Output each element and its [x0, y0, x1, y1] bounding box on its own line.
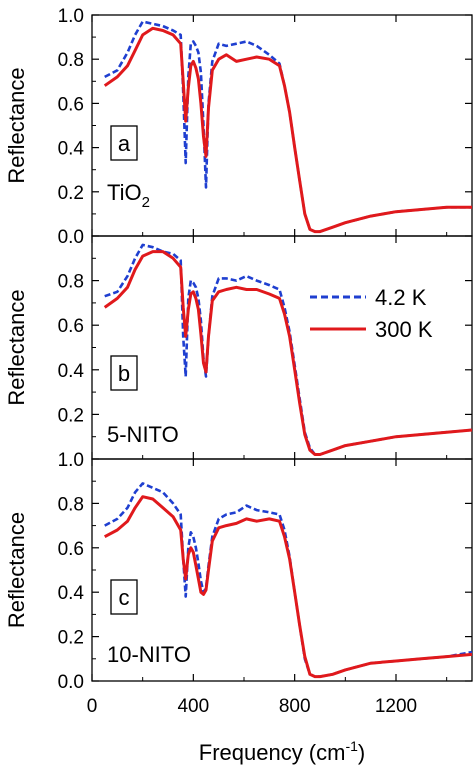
y-tick-label: 0.0 — [58, 227, 84, 248]
y-tick-label: 0.6 — [58, 539, 84, 560]
y-tick-label: 0.6 — [58, 316, 84, 337]
y-tick-label: 0.8 — [58, 50, 84, 71]
legend-label-300k: 300 K — [375, 317, 433, 342]
legend-label-4k: 4.2 K — [375, 285, 427, 310]
series-300k-line — [103, 250, 473, 456]
sample-label: 10-NITO — [107, 642, 191, 667]
panel-b: 0.2 0.4 0.6 0.8 Reflectance b 5-NITO — [4, 235, 473, 460]
y-tick-label: 0.2 — [58, 628, 84, 649]
y-tick-label: 0.4 — [58, 583, 85, 604]
y-axis-title: Reflectance — [4, 289, 29, 405]
legend: 4.2 K 300 K — [310, 285, 433, 342]
panel-letter-box — [110, 355, 138, 391]
y-tick-label: 0.2 — [58, 183, 84, 204]
x-tick-label: 400 — [177, 696, 209, 717]
y-tick-label: 0.8 — [58, 494, 84, 515]
panel-a: 0.0 0.2 0.4 0.6 0.8 1.0 Reflectance a TiO2 — [4, 6, 473, 248]
x-tick-labels: 0 400 800 1200 — [87, 696, 417, 717]
panel-letter: c — [119, 585, 130, 610]
y-axis-title: Reflectance — [4, 67, 29, 183]
y-tick-label: 0.8 — [58, 272, 84, 293]
y-tick-label: 1.0 — [58, 450, 84, 471]
x-axis-title-superscript: -1 — [345, 738, 358, 754]
panel-letter: b — [118, 361, 130, 386]
panel-c: 0.0 0.2 0.4 0.6 0.8 1.0 Reflectance c 10-NITO — [4, 450, 473, 693]
sample-label: 5-NITO — [107, 422, 179, 447]
panel-letter-box — [110, 579, 138, 615]
panels-group: 0.0 0.2 0.4 0.6 0.8 1.0 Reflectance a TiO2 0.2 0.4… — [4, 6, 473, 693]
y-tick-label: 0.2 — [58, 405, 84, 426]
x-axis-title-close: ) — [358, 740, 365, 765]
y-axis-title: Reflectance — [4, 512, 29, 628]
x-tick-label: 1200 — [375, 696, 417, 717]
y-tick-label: 0.4 — [58, 139, 85, 160]
y-tick-label: 0.0 — [58, 672, 84, 693]
series-300k-line — [103, 26, 472, 234]
x-tick-label: 0 — [87, 696, 98, 717]
y-tick-label: 0.4 — [58, 361, 85, 382]
series-4k-line — [104, 20, 472, 233]
y-tick-label: 0.6 — [58, 94, 84, 115]
panel-letter: a — [118, 131, 131, 156]
x-axis-title: Frequency (cm-1) — [199, 738, 366, 765]
x-tick-label: 800 — [279, 696, 311, 717]
sample-label: TiO2 — [107, 180, 150, 211]
series-300k-line — [103, 495, 473, 679]
panel-letter-box — [110, 125, 138, 161]
y-tick-label: 1.0 — [58, 6, 84, 27]
